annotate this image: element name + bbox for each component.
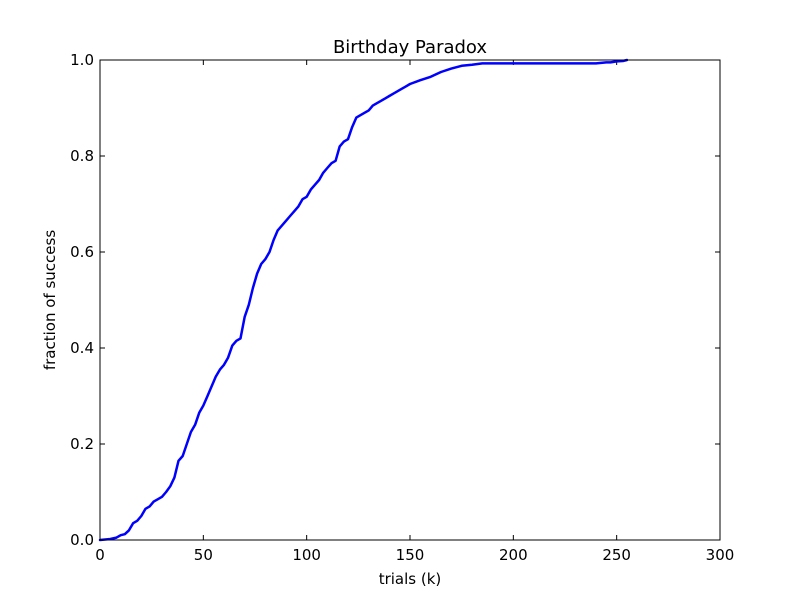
y-tick-label: 0.4 [70, 339, 94, 357]
y-tick-label: 0.2 [70, 435, 94, 453]
y-tick-label: 0.8 [70, 147, 94, 165]
x-tick-label: 200 [499, 546, 528, 564]
y-tick-label: 1.0 [70, 51, 94, 69]
x-tick-label: 300 [706, 546, 735, 564]
plot-frame [99, 59, 721, 541]
x-axis-label: trials (k) [379, 570, 442, 588]
x-tick-label: 100 [292, 546, 321, 564]
series-layer [98, 58, 629, 542]
ticks-layer: 0 50 100 150 200 250 300 0.0 0.2 0.4 0.6 0.8 1.0 [70, 51, 734, 564]
x-tick-label: 150 [396, 546, 425, 564]
x-tick-label: 250 [602, 546, 631, 564]
chart-title: Birthday Paradox [333, 37, 487, 58]
y-tick-label: 0.0 [70, 531, 94, 549]
y-tick-label: 0.6 [70, 243, 94, 261]
x-tick-label: 0 [95, 546, 105, 564]
x-tick-label: 50 [194, 546, 213, 564]
y-axis-label: fraction of success [41, 230, 59, 370]
series-line [98, 58, 629, 542]
